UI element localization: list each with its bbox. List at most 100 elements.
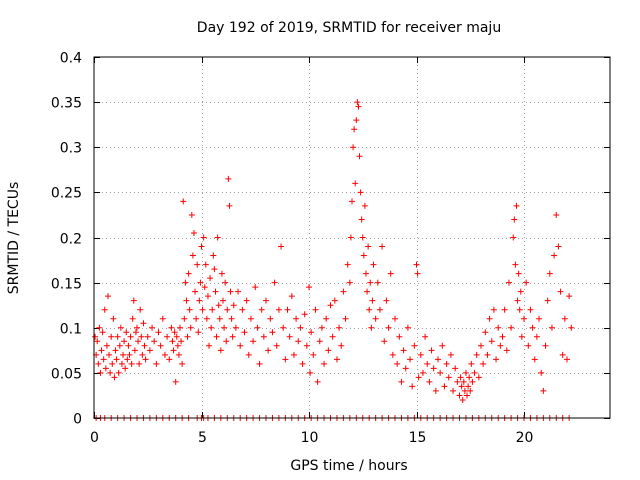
data-point bbox=[211, 266, 218, 273]
data-point bbox=[428, 347, 435, 354]
data-point bbox=[106, 351, 113, 358]
data-point bbox=[516, 306, 523, 313]
data-point bbox=[129, 315, 136, 322]
data-point bbox=[435, 356, 441, 363]
data-point bbox=[525, 342, 532, 349]
data-point bbox=[235, 288, 242, 295]
data-point bbox=[212, 288, 219, 295]
data-point bbox=[469, 378, 476, 385]
data-point bbox=[432, 387, 439, 394]
data-point bbox=[161, 351, 168, 358]
y-tick-label: 0 bbox=[73, 412, 82, 428]
x-tick-label: 0 bbox=[90, 430, 99, 446]
data-point bbox=[354, 99, 361, 106]
data-point bbox=[188, 211, 195, 218]
data-point bbox=[92, 333, 99, 340]
data-point bbox=[443, 360, 450, 367]
data-point bbox=[447, 351, 454, 358]
data-point bbox=[394, 360, 401, 367]
data-point bbox=[193, 315, 200, 322]
data-point bbox=[359, 234, 366, 241]
data-point bbox=[422, 333, 429, 340]
data-point bbox=[367, 279, 374, 286]
data-point bbox=[480, 360, 487, 367]
data-point bbox=[325, 347, 332, 354]
data-point bbox=[513, 202, 520, 209]
y-tick-label: 0.3 bbox=[60, 141, 82, 157]
data-point bbox=[202, 261, 209, 268]
data-point bbox=[312, 306, 319, 313]
data-point bbox=[204, 293, 211, 300]
data-point bbox=[511, 216, 518, 223]
data-point bbox=[267, 315, 274, 322]
data-point bbox=[241, 329, 248, 336]
data-point bbox=[138, 333, 145, 340]
data-point bbox=[99, 329, 106, 336]
chart-title: Day 192 of 2019, SRMTID for receiver maj… bbox=[197, 20, 501, 36]
data-point bbox=[499, 333, 506, 340]
data-point bbox=[100, 356, 107, 363]
data-point bbox=[123, 329, 130, 336]
data-point bbox=[426, 378, 433, 385]
data-point bbox=[340, 288, 347, 295]
data-point bbox=[544, 297, 551, 304]
data-point bbox=[122, 365, 129, 372]
data-point bbox=[299, 360, 306, 367]
data-point bbox=[396, 333, 403, 340]
data-point bbox=[364, 288, 371, 295]
data-point bbox=[182, 279, 189, 286]
data-point bbox=[514, 297, 521, 304]
data-point bbox=[439, 342, 446, 349]
data-point bbox=[247, 315, 254, 322]
data-point bbox=[358, 216, 365, 223]
data-point bbox=[117, 324, 124, 331]
data-point bbox=[413, 261, 420, 268]
data-point bbox=[503, 347, 510, 354]
data-point bbox=[209, 306, 216, 313]
data-point bbox=[135, 338, 142, 345]
data-point bbox=[366, 306, 373, 313]
data-point bbox=[342, 315, 349, 322]
data-point bbox=[137, 306, 144, 313]
data-point bbox=[94, 338, 101, 345]
data-point bbox=[121, 338, 128, 345]
data-point bbox=[173, 333, 180, 340]
data-point bbox=[210, 252, 217, 259]
x-tick-label: 5 bbox=[198, 430, 207, 446]
data-point bbox=[178, 338, 185, 345]
data-point bbox=[523, 279, 530, 286]
data-point bbox=[179, 360, 186, 367]
data-point bbox=[260, 333, 267, 340]
data-point bbox=[146, 347, 153, 354]
data-point bbox=[308, 329, 315, 336]
data-point bbox=[222, 279, 229, 286]
data-point bbox=[430, 365, 437, 372]
data-point bbox=[301, 311, 308, 318]
data-point bbox=[381, 338, 388, 345]
data-point bbox=[392, 315, 398, 322]
data-point bbox=[374, 279, 381, 286]
data-point bbox=[501, 306, 508, 313]
data-point bbox=[186, 306, 193, 313]
data-point bbox=[414, 270, 421, 277]
data-point bbox=[542, 342, 549, 349]
data-point bbox=[110, 315, 117, 322]
data-point bbox=[220, 297, 226, 304]
data-point bbox=[568, 324, 575, 331]
data-point bbox=[548, 324, 555, 331]
data-point bbox=[529, 324, 536, 331]
data-point bbox=[113, 356, 120, 363]
data-point bbox=[194, 261, 201, 268]
data-point bbox=[372, 315, 379, 322]
data-point bbox=[464, 392, 471, 399]
data-point bbox=[101, 306, 108, 313]
data-point bbox=[109, 360, 116, 367]
data-point bbox=[172, 378, 179, 385]
data-point bbox=[229, 333, 236, 340]
data-point bbox=[518, 333, 525, 340]
data-point bbox=[486, 315, 493, 322]
data-point bbox=[134, 324, 140, 331]
data-point bbox=[338, 342, 345, 349]
data-point bbox=[402, 365, 409, 372]
data-point bbox=[139, 351, 146, 358]
